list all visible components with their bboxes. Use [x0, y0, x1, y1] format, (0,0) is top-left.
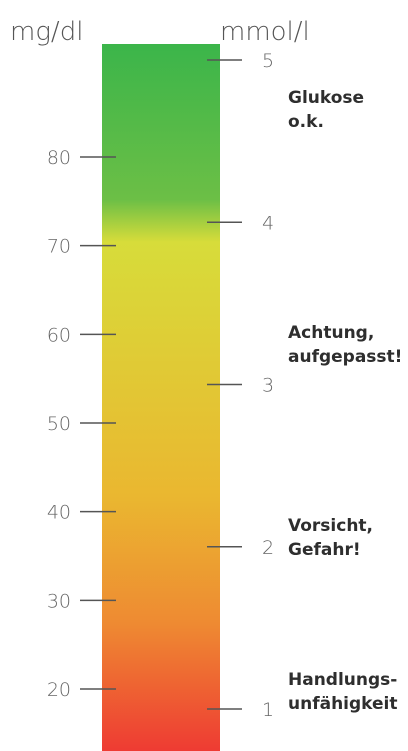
mg-dl-tick-label: 50 [47, 413, 71, 435]
mmol-l-tick-label: 5 [262, 50, 274, 72]
zone-label-glucose-ok: Glukose o.k. [288, 88, 365, 132]
mmol-l-tick-label: 2 [262, 537, 274, 559]
gradient-bar [102, 44, 220, 751]
mmol-l-tick-label: 1 [262, 699, 274, 721]
mmol-l-ticks: 5 4 3 2 1 [207, 50, 274, 721]
mg-dl-ticks: 80 70 60 50 40 30 20 [47, 147, 116, 701]
mg-dl-tick-label: 20 [47, 679, 71, 701]
zone-label-incapacity: Handlungs- unfähigkeit [288, 670, 398, 714]
mg-dl-tick-label: 80 [47, 147, 71, 169]
mg-dl-tick-label: 30 [47, 590, 71, 612]
mmol-l-tick-label: 3 [262, 375, 274, 397]
mg-dl-tick-label: 70 [47, 236, 71, 258]
mg-dl-tick-label: 40 [47, 502, 71, 524]
unit-mmol-l-label: mmol/l [220, 17, 310, 47]
unit-mg-dl-label: mg/dl [10, 17, 83, 47]
mg-dl-tick-label: 60 [47, 324, 71, 346]
mmol-l-tick-label: 4 [262, 212, 274, 234]
zone-label-danger: Vorsicht, Gefahr! [288, 516, 373, 560]
zone-label-attention: Achtung, aufgepasst! [288, 323, 403, 367]
